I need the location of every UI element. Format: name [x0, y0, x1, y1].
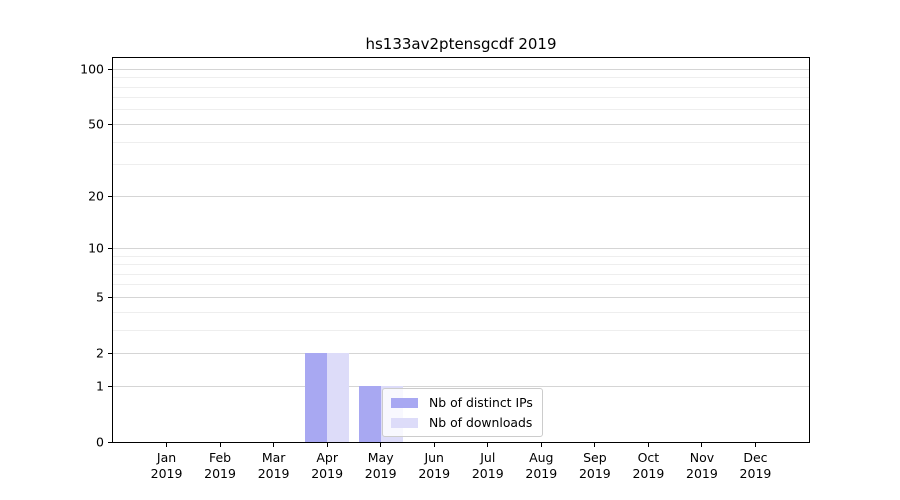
- bar-nb-of-distinct-ips-apr: [305, 353, 328, 442]
- y-tick-label-50: 50: [88, 116, 104, 132]
- legend: Nb of distinct IPs Nb of downloads: [382, 388, 543, 437]
- plot-area: Nb of distinct IPs Nb of downloads 0 1 2 5 1…: [80, 57, 810, 481]
- x-tick-mark: [380, 443, 382, 447]
- legend-item-distinct-ips: Nb of distinct IPs: [391, 395, 533, 410]
- gridline-minor: [113, 164, 809, 166]
- x-tick-label-mar: Mar 2019: [257, 450, 290, 481]
- legend-swatch-distinct-ips: [391, 397, 418, 408]
- x-tick-label-jun: Jun 2019: [418, 450, 451, 481]
- y-tick-label-100: 100: [80, 61, 104, 77]
- legend-label-distinct-ips: Nb of distinct IPs: [429, 395, 533, 410]
- y-tick-label-1: 1: [96, 378, 104, 394]
- legend-swatch-downloads: [391, 417, 418, 428]
- x-tick-label-dec: Dec 2019: [739, 450, 772, 481]
- x-tick-mark: [754, 443, 756, 447]
- y-tick-label-0: 0: [96, 434, 104, 450]
- x-tick-label-aug: Aug 2019: [525, 450, 558, 481]
- legend-label-downloads: Nb of downloads: [429, 415, 533, 430]
- gridline-minor: [113, 86, 809, 88]
- gridline-minor: [113, 329, 809, 331]
- legend-item-downloads: Nb of downloads: [391, 415, 533, 430]
- x-tick-mark: [166, 443, 168, 447]
- gridline-major: [113, 352, 809, 354]
- gridline-minor: [113, 77, 809, 79]
- x-tick-label-jan: Jan 2019: [150, 450, 183, 481]
- gridline-minor: [113, 141, 809, 143]
- gridline-minor: [113, 264, 809, 266]
- gridline-minor: [113, 273, 809, 275]
- x-tick-label-sep: Sep 2019: [578, 450, 611, 481]
- x-tick-label-may: May 2019: [364, 450, 397, 481]
- y-tick-mark: [108, 196, 112, 198]
- gridline-major: [113, 247, 809, 249]
- y-tick-mark: [108, 69, 112, 71]
- x-tick-label-apr: Apr 2019: [311, 450, 344, 481]
- gridline-major: [113, 123, 809, 125]
- chart-title: hs133av2ptensgcdf 2019: [365, 35, 557, 53]
- gridline-minor: [113, 97, 809, 99]
- gridline-minor: [113, 109, 809, 111]
- y-tick-mark: [108, 124, 112, 126]
- x-tick-label-feb: Feb 2019: [204, 450, 236, 481]
- gridline-major: [113, 296, 809, 298]
- x-tick-mark: [594, 443, 596, 447]
- x-tick-label-oct: Oct 2019: [632, 450, 665, 481]
- gridline-major: [113, 68, 809, 70]
- x-tick-mark: [647, 443, 649, 447]
- y-tick-label-5: 5: [96, 289, 104, 305]
- x-tick-mark: [433, 443, 435, 447]
- y-tick-label-10: 10: [88, 240, 104, 256]
- gridline-major: [113, 385, 809, 387]
- x-tick-mark: [219, 443, 221, 447]
- x-tick-mark: [326, 443, 328, 447]
- y-tick-mark: [108, 248, 112, 250]
- gridline-minor: [113, 255, 809, 257]
- x-tick-label-jul: Jul 2019: [471, 450, 504, 481]
- bar-nb-of-distinct-ips-may: [358, 386, 381, 442]
- y-tick-mark: [108, 297, 112, 299]
- x-tick-mark: [273, 443, 275, 447]
- gridline-minor: [113, 284, 809, 286]
- x-tick-mark: [540, 443, 542, 447]
- y-tick-mark: [108, 386, 112, 387]
- y-tick-label-2: 2: [96, 345, 104, 361]
- bar-nb-of-downloads-apr: [327, 353, 350, 442]
- x-tick-mark: [701, 443, 703, 447]
- x-tick-mark: [487, 443, 489, 447]
- y-tick-label-20: 20: [88, 188, 104, 204]
- y-tick-mark: [108, 442, 112, 443]
- gridline-major: [113, 195, 809, 197]
- y-tick-mark: [108, 353, 112, 355]
- x-tick-label-nov: Nov 2019: [686, 450, 718, 481]
- gridline-minor: [113, 311, 809, 313]
